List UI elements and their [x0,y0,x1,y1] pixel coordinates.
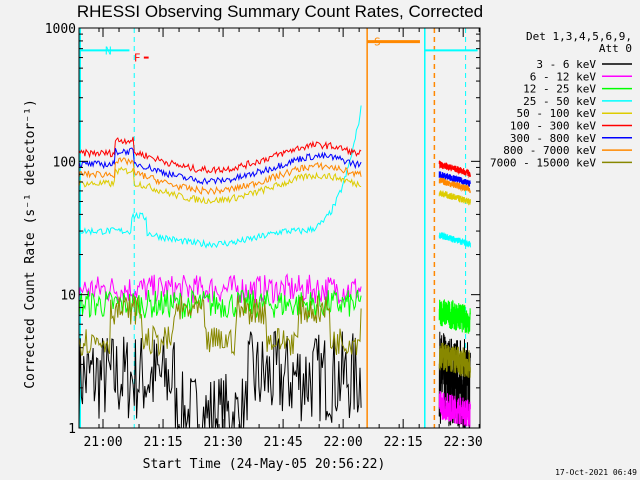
series-line-8-seg-0 [78,295,362,357]
series-line-1-seg-1 [438,390,471,427]
annotation-N: N [105,44,112,57]
legend-label-2: 12 - 25 keV [523,83,596,96]
series-line-6-seg-0 [78,147,362,186]
y-tick-label-0: 1 [68,422,76,437]
series-line-8-seg-1 [438,342,471,378]
legend-header-1: Att 0 [599,42,632,55]
chart-title: RHESSI Observing Summary Count Rates, Co… [77,2,483,21]
legend-label-0: 3 - 6 keV [536,58,596,71]
y-axis-label: Corrected Count Rate (s⁻¹ detector⁻¹) [23,99,38,389]
series-line-4-seg-1 [438,190,471,206]
x-axis-label: Start Time (24-May-05 20:56:22) [143,457,386,472]
series-line-5-seg-1 [438,160,471,179]
series-line-3-seg-0 [78,105,362,249]
series-line-0-seg-0 [78,330,362,430]
series-line-2-seg-1 [438,299,471,334]
x-tick-label-0: 21:00 [83,435,122,450]
series-line-3-seg-1 [438,232,471,248]
annotation-F: F [134,52,141,65]
legend-label-7: 800 - 7000 keV [503,144,596,157]
legend-label-8: 7000 - 15000 keV [490,156,596,169]
plot-area: N F S [78,28,478,430]
x-tick-label-3: 21:45 [264,435,303,450]
axis-ticks: 1 10 100 1000 21:00 21:15 21:30 21:45 22:00 22:15… [45,22,483,450]
series-line-1-seg-0 [78,273,362,305]
legend-label-4: 50 - 100 keV [517,107,597,120]
annotation-S: S [374,36,381,49]
x-tick-label-6: 22:30 [444,435,483,450]
x-tick-label-1: 21:15 [143,435,182,450]
series-line-7-seg-1 [438,177,471,194]
series-line-6-seg-1 [438,171,471,188]
x-tick-label-5: 22:15 [384,435,423,450]
series-line-2-seg-0 [78,289,362,319]
legend-label-6: 300 - 800 keV [510,132,596,145]
series-line-4-seg-0 [78,166,362,204]
y-tick-label-2: 100 [53,155,76,170]
x-tick-label-4: 22:00 [324,435,363,450]
legend-header-0: Det 1,3,4,5,6,9, [526,30,632,43]
legend-label-1: 6 - 12 keV [530,70,597,83]
timestamp: 17-Oct-2021 06:49 [555,468,637,477]
series-line-7-seg-0 [78,157,362,196]
series-line-5-seg-0 [78,136,362,175]
legend-label-3: 25 - 50 keV [523,95,596,108]
legend-label-5: 100 - 300 keV [510,120,596,133]
y-tick-label-1: 10 [60,289,76,304]
x-tick-label-2: 21:30 [204,435,243,450]
y-tick-label-3: 1000 [45,22,76,37]
